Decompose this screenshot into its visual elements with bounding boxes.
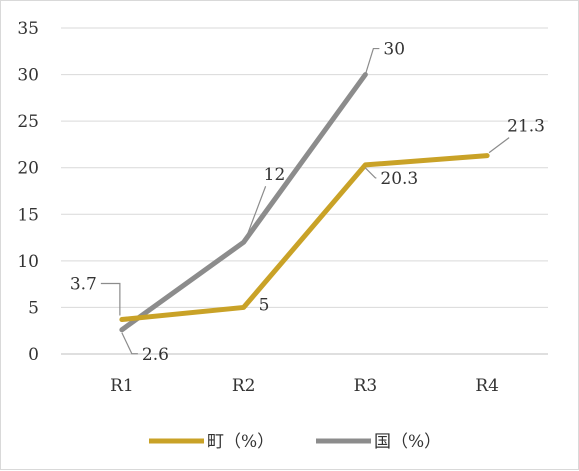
leader-line <box>121 332 138 355</box>
x-tick-label: R1 <box>110 376 134 396</box>
y-tick-label: 20 <box>17 159 39 179</box>
gridlines <box>61 27 548 355</box>
legend: 町（%） 国（%） <box>149 432 441 452</box>
y-tick-label: 5 <box>28 298 39 318</box>
series-lines <box>119 72 490 333</box>
x-axis: R1 R2 R3 R4 <box>110 376 499 396</box>
leader-line <box>364 167 377 179</box>
data-label: 2.6 <box>142 345 169 365</box>
y-tick-label: 35 <box>17 19 39 39</box>
y-tick-label: 25 <box>17 112 39 132</box>
y-tick-label: 10 <box>17 252 39 272</box>
leader-line <box>245 186 267 240</box>
data-label: 30 <box>383 40 405 60</box>
x-tick-label: R2 <box>232 376 256 396</box>
legend-label: 町（%） <box>207 432 274 452</box>
data-label: 5 <box>259 295 270 315</box>
x-tick-label: R3 <box>354 376 378 396</box>
series-line-nation <box>119 72 368 333</box>
y-tick-label: 30 <box>17 66 39 86</box>
data-labels: 3.7 5 20.3 21.3 2.6 12 30 <box>70 40 545 365</box>
y-axis: 0 5 10 15 20 25 30 35 <box>17 19 39 365</box>
leader-line <box>364 47 380 75</box>
leader-line <box>488 137 510 154</box>
y-tick-label: 0 <box>28 345 39 365</box>
legend-label: 国（%） <box>374 432 441 452</box>
data-label: 20.3 <box>380 169 418 189</box>
data-label: 3.7 <box>70 275 97 295</box>
y-tick-label: 15 <box>17 205 39 225</box>
series-line-town <box>119 153 490 323</box>
data-label: 21.3 <box>507 117 545 137</box>
data-label: 12 <box>264 165 286 185</box>
leader-line <box>100 282 121 316</box>
x-tick-label: R4 <box>475 376 499 396</box>
